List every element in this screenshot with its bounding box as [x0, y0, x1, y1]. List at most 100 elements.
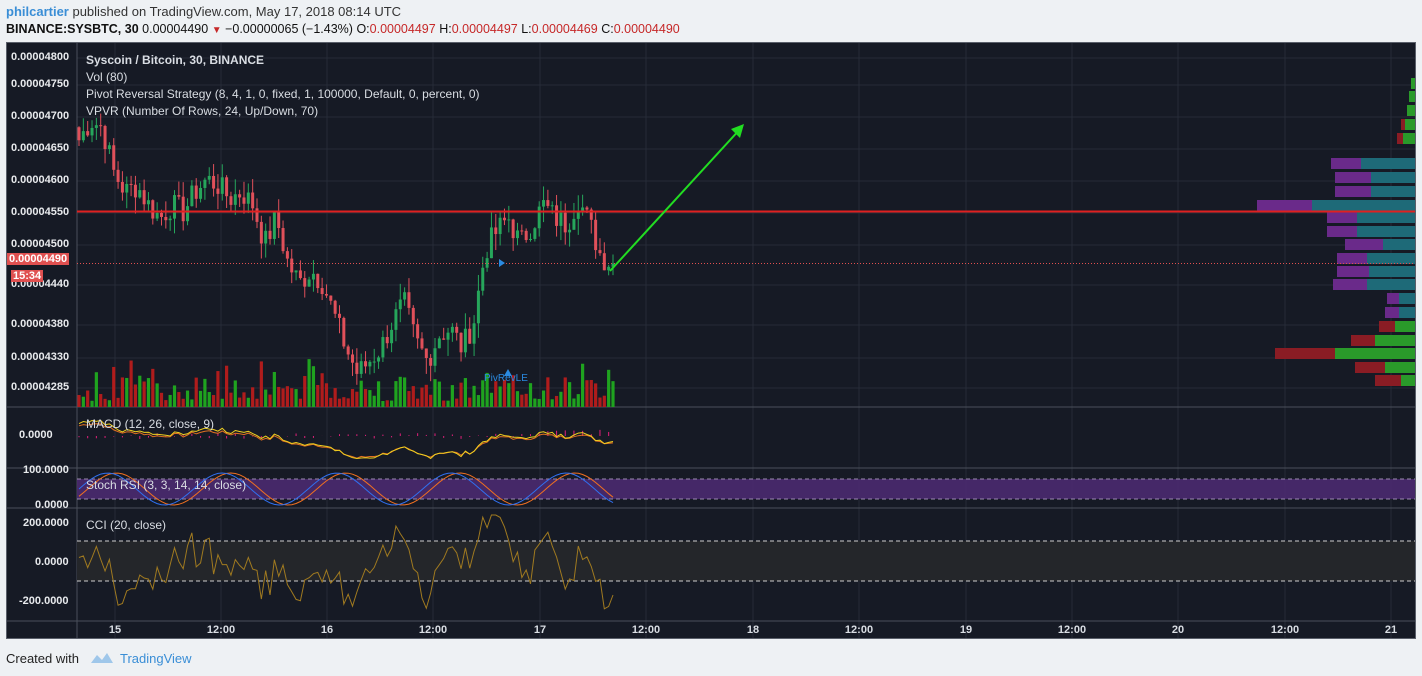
macd-legend[interactable]: MACD (12, 26, close, 9): [86, 417, 215, 431]
candle-body: [216, 188, 220, 194]
chart-area[interactable]: Syscoin / Bitcoin, 30, BINANCE Vol (80) …: [6, 42, 1416, 639]
volume-bar: [324, 383, 329, 407]
volume-bar: [164, 400, 168, 407]
candle-body: [155, 212, 159, 219]
volume-bar: [290, 388, 294, 407]
candle-body: [572, 218, 576, 230]
cci-legend[interactable]: CCI (20, close): [86, 518, 167, 532]
volume-bar: [225, 365, 229, 407]
candle-body: [281, 228, 285, 252]
volume-bar: [246, 397, 250, 407]
open-label: O:: [356, 22, 370, 36]
volume-bar: [541, 390, 546, 407]
volume-bar: [459, 382, 463, 407]
candle-body: [264, 230, 268, 244]
volume-bar: [346, 398, 350, 407]
volume-bar: [576, 394, 580, 407]
tradingview-link[interactable]: TradingView: [120, 651, 192, 666]
candle-body: [450, 326, 454, 333]
high-value: 0.00004497: [451, 22, 518, 36]
volume-bar: [198, 390, 203, 407]
volume-bar: [594, 383, 598, 407]
candle-body: [225, 177, 229, 197]
candle-body: [233, 194, 237, 205]
volume-bar: [298, 398, 303, 407]
vpvr-down-bar: [1275, 348, 1335, 359]
volume-bar: [329, 397, 333, 407]
volume-bar: [203, 378, 207, 407]
candle-body: [502, 217, 506, 221]
volume-bar: [546, 377, 550, 407]
cci-pane: [77, 514, 1415, 610]
vpvr-up-bar: [1403, 133, 1415, 144]
volume-bar: [94, 372, 98, 407]
grid-lines: [7, 43, 1415, 638]
volume-bar: [138, 375, 142, 407]
pivot-entry-label: PivRevLE: [484, 373, 528, 384]
volume-bar: [520, 394, 524, 407]
cci-axis-mid: 0.0000: [35, 556, 69, 568]
volume-bar: [242, 392, 246, 407]
vpvr-down-bar: [1327, 212, 1357, 223]
candle-body: [611, 263, 615, 267]
candle-body: [394, 309, 398, 330]
candle-body: [377, 357, 381, 362]
price-axis-label: 0.00004750: [11, 78, 70, 90]
volume-bar: [585, 380, 589, 407]
cci-line: [78, 514, 614, 610]
candle-body: [342, 317, 346, 347]
candle-body: [277, 212, 281, 229]
stoch-axis-bottom: 0.0000: [35, 499, 69, 511]
candle-body: [407, 292, 411, 308]
time-axis-label: 16: [320, 624, 334, 636]
candle-body: [290, 258, 294, 273]
chart-canvas[interactable]: [7, 43, 1415, 638]
vol-legend[interactable]: Vol (80): [86, 70, 128, 84]
volume-bar: [485, 372, 489, 407]
candle-body: [442, 338, 446, 340]
volume-bar: [433, 379, 437, 407]
strategy-legend[interactable]: Pivot Reversal Strategy (8, 4, 1, 0, fix…: [86, 87, 480, 101]
volume-bar: [476, 395, 481, 407]
candle-body: [381, 337, 385, 358]
main-legend[interactable]: Syscoin / Bitcoin, 30, BINANCE: [86, 53, 265, 67]
vpvr-up-bar: [1383, 239, 1415, 250]
volume-bar: [424, 384, 428, 407]
volume-bar: [455, 398, 459, 407]
volume-bar: [229, 392, 233, 407]
volume-bar: [403, 377, 407, 407]
volume-bar: [607, 369, 611, 407]
time-axis-label: 12:00: [631, 624, 661, 636]
volume-bar: [581, 363, 585, 407]
vpvr-up-bar: [1399, 307, 1415, 318]
close-label: C:: [601, 22, 614, 36]
author-link[interactable]: philcartier: [6, 4, 69, 19]
volume-bar: [146, 378, 151, 407]
volume-bar: [320, 373, 324, 407]
candle-body: [524, 230, 528, 240]
vpvr-down-bar: [1331, 158, 1361, 169]
volume-bar: [489, 392, 494, 407]
volume-bar: [442, 400, 446, 407]
stoch-legend[interactable]: Stoch RSI (3, 3, 14, 14, close): [86, 478, 247, 492]
volume-bar: [337, 398, 342, 407]
volume-bar: [216, 371, 220, 407]
volume-bar: [394, 381, 398, 407]
volume-bar: [446, 400, 450, 407]
candle-body: [164, 216, 168, 221]
volume-bar: [172, 385, 177, 407]
candle-body: [268, 230, 272, 239]
candle-body: [498, 217, 502, 235]
candle-body: [403, 292, 407, 300]
candle-body: [238, 194, 242, 198]
price-axis-label: 0.00004700: [11, 110, 70, 122]
vpvr-up-bar: [1357, 226, 1415, 237]
vpvr-up-bar: [1411, 78, 1415, 89]
last-price: 0.00004490: [142, 22, 209, 36]
candle-body: [181, 196, 185, 222]
candle-body: [459, 332, 463, 353]
vpvr-legend[interactable]: VPVR (Number Of Rows, 24, Up/Down, 70): [86, 104, 319, 118]
candle-body: [581, 207, 585, 212]
time-axis-label: 21: [1384, 624, 1398, 636]
volume-bar: [533, 398, 537, 407]
